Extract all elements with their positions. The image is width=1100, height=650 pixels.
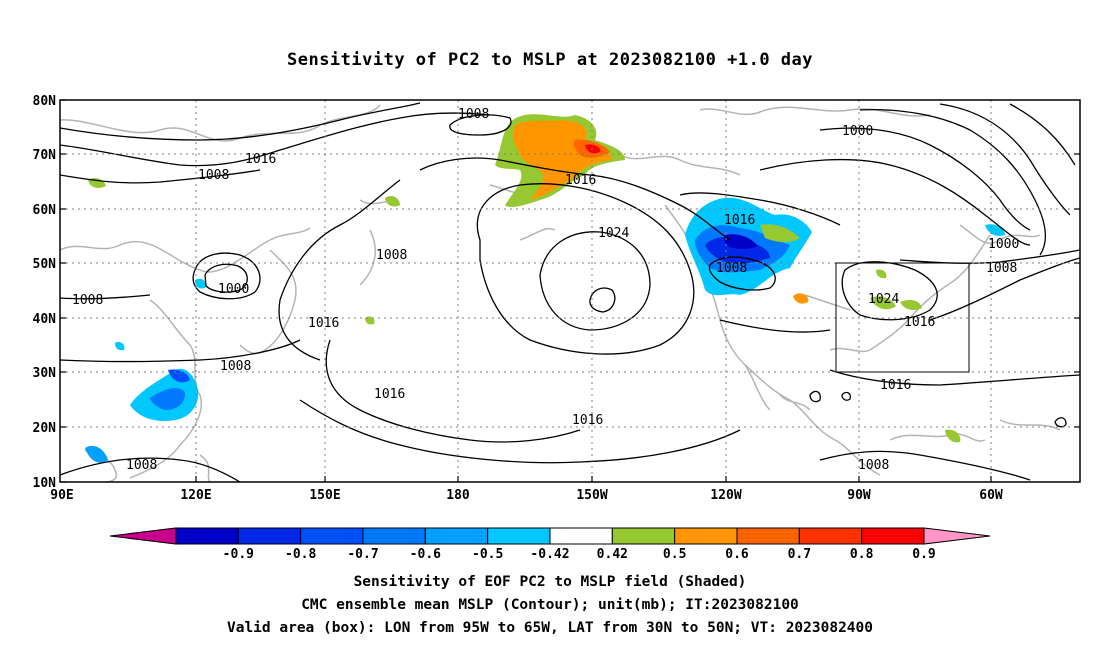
contour-label: 1016 (572, 413, 603, 428)
colorbar-cell (237, 527, 302, 545)
colorbar-label: 0.7 (788, 547, 811, 562)
contour-label: 1016 (880, 378, 911, 393)
tick-marks (60, 99, 1080, 483)
lon-label: 120E (180, 488, 211, 503)
contour-label: 1000 (842, 124, 873, 139)
colorbar-label: -0.9 (223, 547, 254, 562)
colorbar-cell (109, 527, 177, 545)
contour-label: 1008 (376, 248, 407, 263)
colorbar-cell (424, 527, 489, 545)
lat-label: 10N (33, 476, 57, 491)
contour-label: 1008 (198, 168, 229, 183)
contour-label: 1024 (868, 292, 899, 307)
lat-label: 50N (33, 257, 57, 272)
colorbar-cell (923, 527, 991, 545)
contour-label: 1008 (72, 293, 103, 308)
lat-label: 20N (33, 421, 57, 436)
colorbar-cell (175, 527, 239, 545)
caption-line-3: Valid area (box): LON from 95W to 65W, L… (226, 620, 873, 636)
colorbar-label: -0.5 (472, 547, 503, 562)
contour-label: 1016 (245, 152, 276, 167)
contour-label: 1016 (904, 315, 935, 330)
lat-label: 80N (33, 94, 57, 109)
lon-label: 60W (979, 488, 1003, 503)
colorbar-label: -0.7 (347, 547, 378, 562)
lat-label: 40N (33, 312, 57, 327)
lon-label: 90E (50, 488, 73, 503)
colorbar-label: -0.6 (410, 547, 441, 562)
colorbar-label: 0.9 (912, 547, 935, 562)
contour-label: 1000 (988, 237, 1019, 252)
contour-label: 1008 (858, 458, 889, 473)
colorbar-cell (798, 527, 863, 545)
colorbar-cell (300, 527, 364, 545)
contour-label: 1008 (986, 261, 1017, 276)
latitude-labels: 80N 70N 60N 50N 40N 30N 20N 10N (33, 94, 57, 491)
caption-line-1: Sensitivity of EOF PC2 to MSLP field (Sh… (353, 574, 747, 590)
longitude-labels: 90E 120E 150E 180 150W 120W 90W 60W (50, 488, 1003, 503)
colorbar-cell (611, 527, 676, 545)
lon-label: 90W (847, 488, 871, 503)
colorbar-cell (674, 527, 738, 545)
valid-area-box (835, 262, 970, 373)
colorbar-label: -0.8 (285, 547, 316, 562)
contour-label: 1008 (716, 261, 747, 276)
contour-label: 1000 (218, 282, 249, 297)
colorbar-cell (487, 527, 551, 545)
colorbar-label: 0.42 (597, 547, 628, 562)
colorbar-cell (549, 527, 613, 545)
colorbar-label: 0.5 (663, 547, 686, 562)
colorbar-label: 0.8 (850, 547, 874, 562)
grid-lines (60, 100, 1080, 482)
contour-label: 1008 (220, 359, 251, 374)
contour-label: 1016 (308, 316, 339, 331)
lon-label: 150E (309, 488, 340, 503)
colorbar-cell (736, 527, 800, 545)
contour-label: 1016 (724, 213, 755, 228)
colorbar-cell (861, 527, 925, 545)
mslp-contours (60, 102, 1080, 482)
map-title: Sensitivity of PC2 to MSLP at 2023082100… (286, 50, 813, 70)
lat-label: 30N (33, 366, 57, 381)
lat-label: 60N (33, 203, 57, 218)
colorbar-cell (362, 527, 426, 545)
lon-label: 150W (576, 488, 607, 503)
colorbar-label: -0.42 (530, 547, 569, 562)
colorbar-label: 0.6 (725, 547, 749, 562)
caption-line-2: CMC ensemble mean MSLP (Contour); unit(m… (301, 597, 799, 613)
colorbar: -0.9 -0.8 -0.7 -0.6 -0.5 -0.42 0.42 0.5 0.6 0.7 0.… (109, 527, 991, 562)
map-frame (59, 99, 1081, 483)
lon-label: 120W (710, 488, 741, 503)
contour-label: 1008 (126, 458, 157, 473)
contour-label: 1016 (565, 173, 596, 188)
lat-label: 70N (33, 148, 57, 163)
contour-label: 1016 (374, 387, 405, 402)
contour-labels: 1008 1016 1008 1000 1008 1016 1008 1008 … (72, 107, 1019, 473)
lon-label: 180 (446, 488, 470, 503)
contour-label: 1024 (598, 226, 629, 241)
contour-label: 1008 (458, 107, 489, 122)
